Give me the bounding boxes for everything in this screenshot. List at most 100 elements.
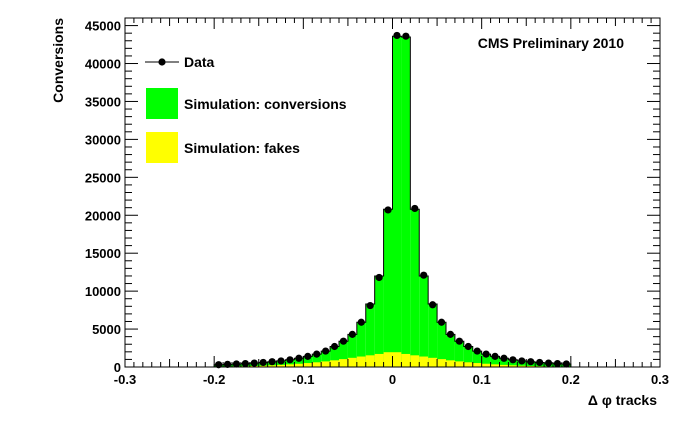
bar-fakes (374, 353, 384, 367)
x-tick-label: 0.2 (562, 372, 580, 387)
bar-fakes (285, 364, 295, 367)
bar-fakes (490, 364, 500, 367)
data-point (277, 357, 285, 365)
bar-fakes (312, 362, 322, 367)
data-point (348, 330, 356, 338)
data-point (536, 358, 544, 367)
bar-conversions (365, 304, 375, 367)
y-tick-label: 35000 (85, 94, 121, 109)
bar-fakes (383, 352, 393, 367)
data-point (330, 342, 339, 351)
bar-conversions (446, 334, 455, 367)
bar-fakes (410, 355, 420, 367)
bar-conversions (312, 354, 322, 367)
bar-fakes (276, 364, 286, 367)
legend-label-data: Data (184, 54, 215, 70)
x-tick-label: -0.1 (292, 372, 314, 387)
data-point (295, 354, 303, 362)
data-point (491, 352, 499, 360)
data-point (339, 337, 348, 345)
data-point (322, 347, 330, 355)
legend-swatch-conversions (146, 88, 178, 119)
bar-fakes (339, 359, 348, 367)
bar-fakes (437, 359, 446, 367)
bar-conversions (508, 359, 518, 367)
data-point (393, 31, 401, 40)
bar-fakes (428, 357, 438, 367)
bar-conversions (490, 356, 500, 367)
bar-conversions (321, 351, 331, 367)
data-point (304, 352, 312, 360)
bar-conversions (303, 356, 313, 367)
bar-conversions (472, 351, 482, 367)
y-tick-label: 5000 (92, 322, 121, 337)
bar-conversions (392, 36, 402, 368)
bar-fakes (330, 360, 339, 367)
x-tick-label: -0.2 (203, 372, 225, 387)
data-point (455, 337, 463, 345)
bar-conversions (347, 334, 357, 367)
legend-label-fakes: Simulation: fakes (184, 140, 300, 156)
data-point (544, 359, 553, 367)
bar-conversions (437, 322, 446, 367)
x-tick-label: 0.3 (651, 372, 669, 387)
data-point (313, 350, 321, 358)
bar-conversions (401, 36, 411, 367)
data-point (420, 271, 428, 279)
legend: Data Simulation: conversions Simulation:… (145, 54, 347, 163)
data-point (232, 360, 241, 368)
bar-fakes (258, 365, 268, 367)
bar-conversions (481, 354, 491, 367)
bar-fakes (454, 361, 464, 367)
bar-conversions (356, 322, 366, 367)
data-point (268, 358, 276, 366)
legend-label-conversions: Simulation: conversions (184, 96, 347, 112)
bar-fakes (419, 356, 429, 367)
bar-fakes (401, 353, 411, 367)
x-axis-title: Δ φ tracks (588, 392, 657, 408)
data-point (518, 357, 526, 365)
legend-swatch-fakes (146, 132, 178, 163)
bar-fakes (517, 365, 527, 367)
y-tick-label: 40000 (85, 57, 121, 72)
data-point (482, 350, 490, 358)
bar-conversions (463, 346, 473, 367)
data-point (473, 347, 481, 355)
y-tick-label: 45000 (85, 19, 121, 34)
bar-fakes (392, 352, 402, 367)
bar-fakes (356, 356, 366, 367)
data-point (429, 301, 437, 309)
data-points (215, 31, 570, 369)
bar-conversions (410, 209, 420, 367)
x-tick-label: 0.1 (473, 372, 491, 387)
bar-conversions (499, 358, 509, 367)
histogram-bars (213, 35, 572, 368)
data-point (402, 32, 410, 40)
bar-fakes (472, 363, 482, 367)
bar-conversions (339, 341, 348, 367)
data-point (384, 206, 392, 214)
data-point (562, 360, 570, 368)
bar-conversions (294, 358, 304, 367)
bar-conversions (419, 275, 429, 367)
y-axis-title: Conversions (50, 18, 66, 103)
legend-data-marker (158, 58, 166, 66)
data-point (509, 356, 517, 364)
bar-fakes (347, 357, 357, 367)
y-tick-label: 10000 (85, 284, 121, 299)
bar-fakes (365, 355, 375, 367)
bar-fakes (499, 364, 509, 367)
data-point (411, 204, 419, 213)
data-point (250, 359, 258, 367)
data-point (553, 359, 562, 368)
bar-conversions (383, 209, 393, 367)
data-point (437, 318, 446, 326)
bar-fakes (321, 361, 331, 367)
data-point (500, 354, 508, 362)
x-tick-label: 0 (389, 372, 396, 387)
data-point (357, 318, 365, 326)
x-tick-label: -0.3 (114, 372, 136, 387)
bar-conversions (330, 346, 339, 367)
data-point (286, 356, 294, 364)
